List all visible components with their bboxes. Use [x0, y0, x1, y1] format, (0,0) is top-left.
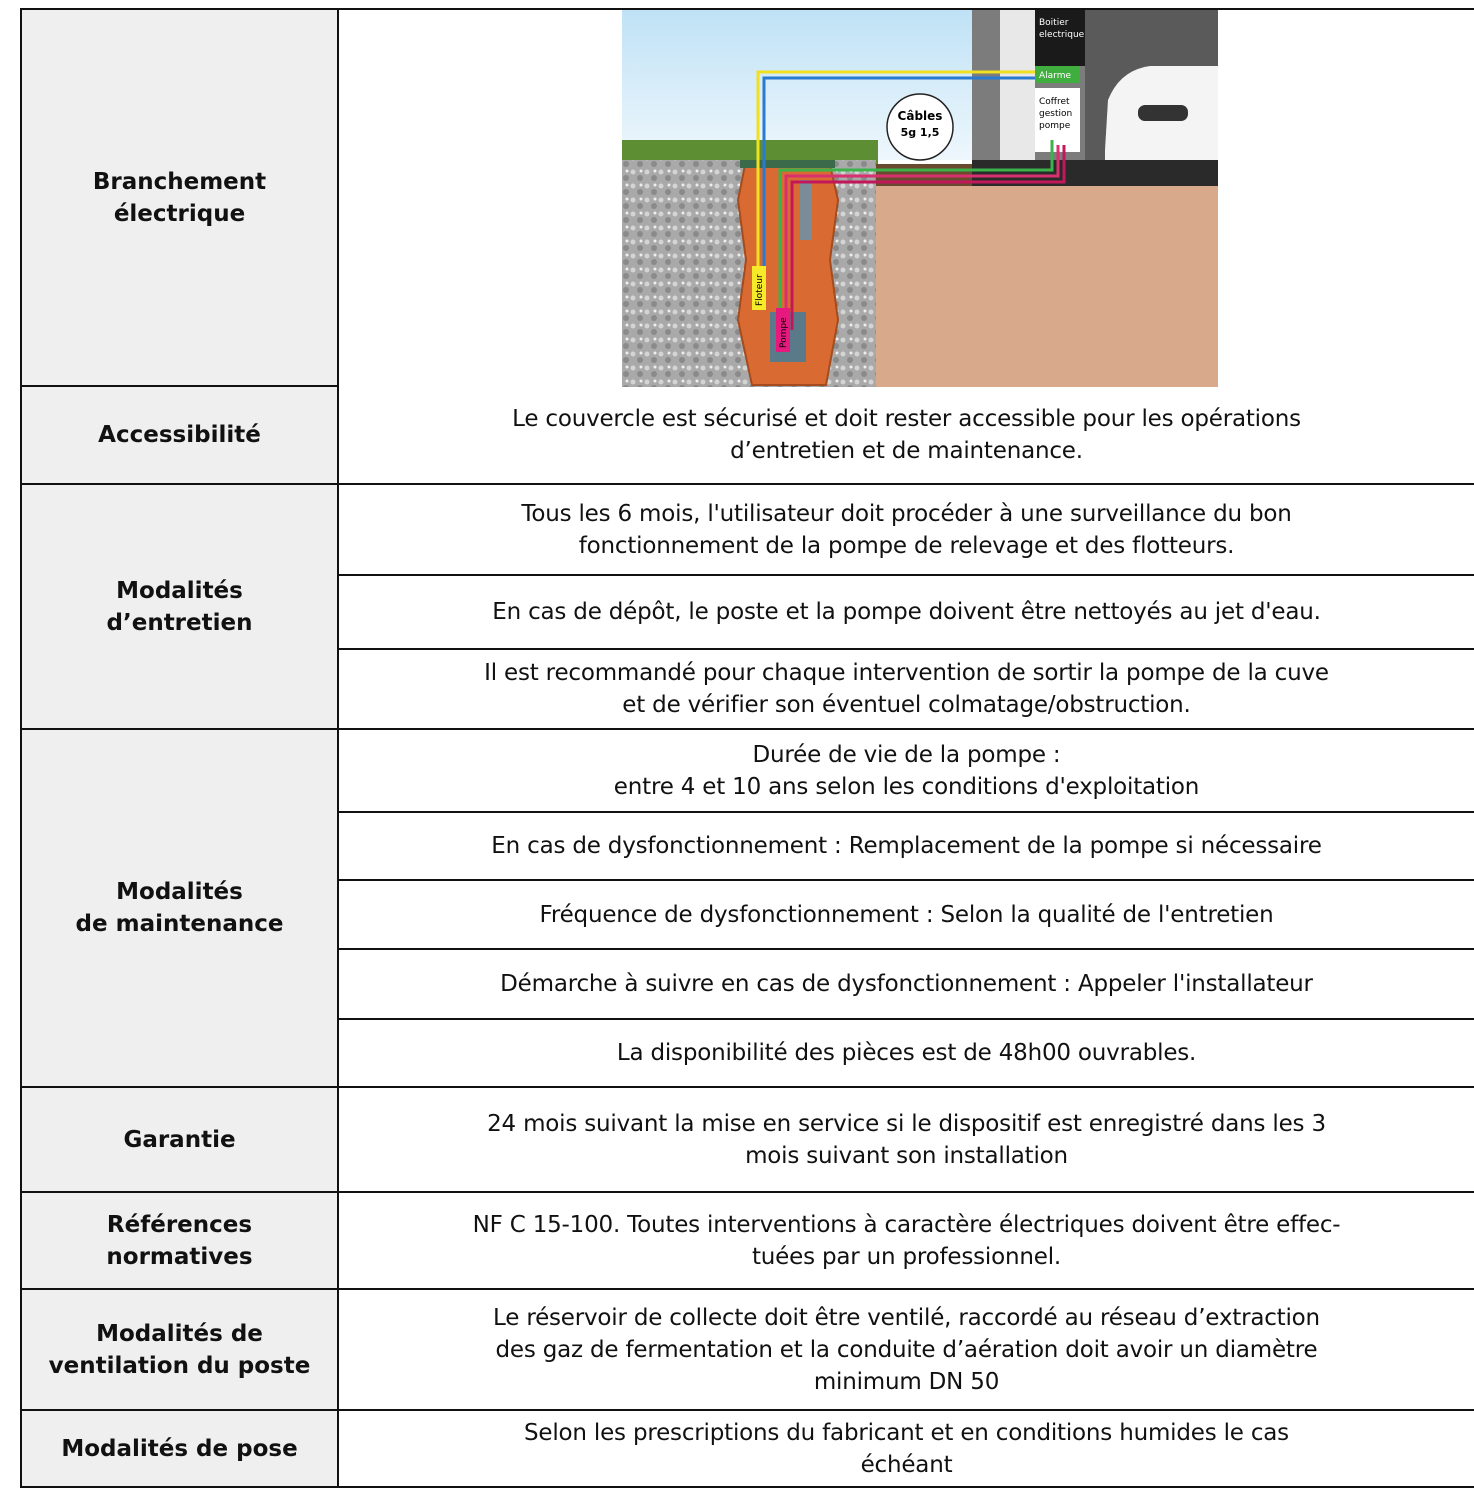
pompe-tag	[776, 308, 790, 352]
pipe	[800, 180, 812, 240]
cable-blue	[762, 76, 1035, 290]
coffret-label: pompe	[1039, 121, 1071, 131]
cable-green	[778, 140, 1054, 330]
row-text: Le réservoir de collecte doit être venti…	[339, 1290, 1474, 1411]
row-text: En cas de dépôt, le poste et la pompe do…	[339, 576, 1474, 650]
row-label: Modalités d’entretien	[20, 485, 339, 730]
soil	[876, 186, 1218, 387]
cables-circle	[886, 93, 954, 161]
floteur-label: Floteur	[755, 274, 765, 306]
row-text: Le couvercle est sécurisé et doit rester…	[339, 387, 1474, 485]
electrical-diagram: Câbles 5g 1,5 Boitier electrique Alarme …	[622, 10, 1218, 387]
boitier-label: Boitier	[1039, 18, 1069, 28]
coffret-label: gestion	[1039, 109, 1072, 119]
coffret-label: Coffret	[1039, 97, 1070, 107]
tank-lid	[740, 160, 835, 168]
row-label: Références normatives	[20, 1193, 339, 1290]
boitier-label: electrique	[1039, 30, 1085, 40]
row-label: Modalités de pose	[20, 1411, 339, 1488]
cables-label: Câbles	[898, 109, 943, 123]
alarme-label: Alarme	[1039, 71, 1071, 81]
row-label: Garantie	[20, 1088, 339, 1193]
row-text: Démarche à suivre en cas de dysfonctionn…	[339, 950, 1474, 1020]
coffret-box	[1035, 88, 1080, 152]
row-text: La disponibilité des pièces est de 48h00…	[339, 1020, 1474, 1088]
row-label: Modalités de ventilation du poste	[20, 1290, 339, 1411]
row-label: Accessibilité	[20, 387, 339, 485]
car-grille	[1138, 105, 1188, 121]
row-text: NF C 15-100. Toutes interventions à cara…	[339, 1193, 1474, 1290]
row-label: Modalités de maintenance	[20, 730, 339, 1088]
floteur-tag	[752, 266, 766, 310]
row-text: Selon les prescriptions du fabricant et …	[339, 1411, 1474, 1488]
cables-label: 5g 1,5	[901, 126, 940, 139]
cable-yellow	[756, 70, 1035, 290]
box-electric	[1035, 10, 1085, 66]
alarm-box	[1035, 66, 1080, 83]
row-text: En cas de dysfonctionnement : Remplaceme…	[339, 813, 1474, 881]
wall	[1000, 10, 1035, 170]
row-text: Tous les 6 mois, l'utilisateur doit proc…	[339, 485, 1474, 576]
cable-magenta	[790, 145, 1066, 330]
table-top-border	[20, 8, 1474, 10]
row-label: Branchement électrique	[20, 10, 339, 387]
row-text: 24 mois suivant la mise en service si le…	[339, 1088, 1474, 1193]
row-text: Il est recommandé pour chaque interventi…	[339, 650, 1474, 730]
pompe-label: Pompe	[779, 317, 789, 348]
row-text: Fréquence de dysfonctionnement : Selon l…	[339, 881, 1474, 950]
row-text: Durée de vie de la pompe : entre 4 et 10…	[339, 730, 1474, 813]
cable-red	[784, 145, 1060, 330]
